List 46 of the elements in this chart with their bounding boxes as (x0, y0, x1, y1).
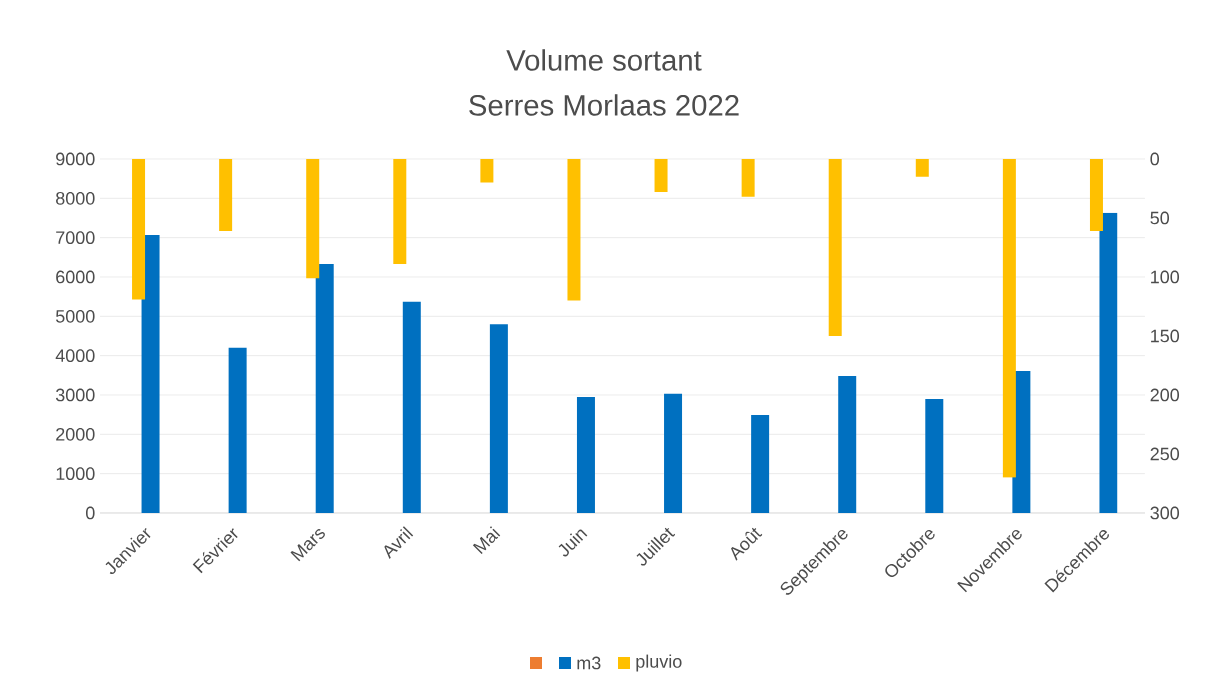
bar (741, 158, 755, 197)
y2-tick-label: 100 (1151, 270, 1180, 284)
y2-tick-label: 150 (1151, 329, 1180, 343)
y-tick-label: 1000 (56, 467, 95, 481)
y2-tick-label: 0 (1150, 152, 1160, 166)
bar (925, 398, 944, 513)
chart-title: Volume sortant (506, 49, 702, 71)
x-tick-label: Mai (472, 526, 501, 555)
bar (393, 158, 407, 265)
bar (1089, 158, 1103, 231)
y-tick-label: 0 (86, 506, 95, 520)
bar (1002, 158, 1016, 478)
y-tick-label: 5000 (55, 309, 95, 323)
bar (828, 158, 842, 336)
y2-tick-label: 300 (1150, 506, 1180, 520)
y2-tick-label: 200 (1150, 388, 1180, 402)
bar (915, 158, 929, 177)
x-tick-label: Juin (558, 529, 588, 557)
y-tick-label: 3000 (55, 388, 95, 402)
chart-subtitle: Serres Morlaas 2022 (469, 94, 739, 116)
bar (306, 158, 320, 279)
y-tick-label: 6000 (56, 270, 95, 284)
bar (402, 301, 421, 513)
bar (664, 393, 683, 513)
bar (489, 324, 508, 513)
bar (567, 158, 581, 301)
bar (576, 396, 595, 513)
bar (141, 234, 160, 513)
bar (751, 415, 770, 513)
y-tick-label: 9000 (56, 152, 95, 166)
legend-label: pluvio (636, 654, 682, 672)
y2-tick-label: 250 (1150, 447, 1180, 461)
y-tick-label: 4000 (55, 349, 95, 363)
bar (315, 264, 334, 513)
bar (1099, 212, 1118, 513)
y-tick-label: 2000 (56, 427, 95, 441)
y2-tick-label: 50 (1150, 211, 1170, 225)
bar (838, 376, 857, 513)
legend-label: m3 (577, 656, 601, 670)
bar (132, 158, 146, 300)
bar (228, 347, 247, 513)
bar (219, 158, 233, 231)
y-tick-label: 7000 (56, 231, 95, 245)
bar (654, 158, 668, 193)
bar (480, 158, 494, 183)
y-tick-label: 8000 (56, 191, 95, 205)
